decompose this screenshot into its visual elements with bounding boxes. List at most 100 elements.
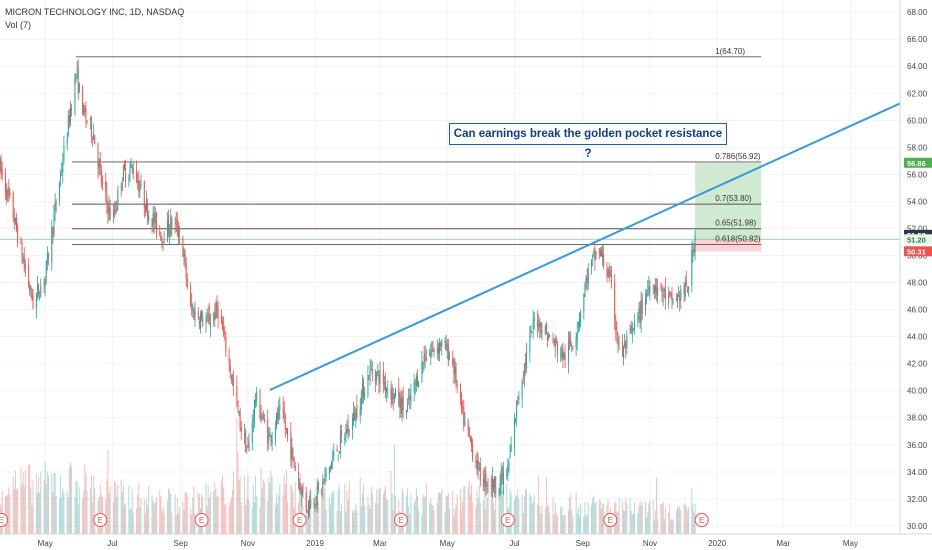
price-axis-tick: 68.00 — [907, 8, 928, 17]
candle-body — [169, 232, 170, 237]
candle-body — [164, 239, 165, 241]
candle-body — [133, 168, 134, 173]
volume-bar — [182, 501, 183, 534]
candle-body — [71, 107, 72, 111]
volume-bar — [684, 505, 685, 534]
volume-bar — [330, 505, 331, 534]
candle-body — [28, 266, 29, 286]
volume-bar — [156, 497, 157, 534]
candle-body — [548, 334, 549, 338]
annotation-callout[interactable]: Can earnings break the golden pocket res… — [449, 123, 727, 145]
volume-bar — [193, 485, 194, 534]
volume-bar — [418, 510, 419, 534]
volume-bar — [159, 490, 160, 534]
price-axis[interactable]: 30.00 32.00 34.00 36.00 38.00 40.00 42.00 44.00… — [900, 0, 928, 534]
candle-body — [223, 327, 224, 334]
candle-body — [221, 315, 222, 322]
candle-body — [448, 344, 449, 362]
candle-body — [431, 350, 432, 353]
volume-bar — [688, 507, 689, 534]
candle-body — [329, 467, 330, 475]
volume-bar — [175, 494, 176, 534]
volume-bar — [421, 515, 422, 534]
volume-bar — [534, 495, 535, 534]
volume-bar — [601, 509, 602, 534]
volume-bar — [486, 498, 487, 534]
candle-body — [14, 219, 15, 224]
candle-body — [245, 430, 246, 452]
symbol-title[interactable]: MICRON TECHNOLOGY INC, 1D, NASDAQ — [5, 6, 184, 19]
candle-body — [352, 418, 353, 430]
candle-body — [501, 471, 502, 486]
volume-bar — [286, 470, 287, 534]
volume-bar — [40, 472, 41, 534]
volume-bar — [462, 502, 463, 534]
candle-body — [253, 419, 254, 421]
candle-body — [77, 71, 78, 72]
candle-body — [59, 184, 60, 202]
volume-bar — [214, 482, 215, 534]
volume-bar — [13, 477, 14, 534]
volume-bar — [337, 511, 338, 534]
volume-bar — [414, 503, 415, 534]
candle-body — [406, 411, 407, 414]
volume-bar — [22, 484, 23, 534]
candle-body — [387, 390, 388, 391]
candle-body — [609, 269, 610, 277]
time-axis[interactable]: May Jul Sep Nov 2019 Mar May Jul Sep Nov 2020 Mar Ma… — [0, 534, 932, 548]
volume-bar — [60, 475, 61, 534]
candle-body — [318, 483, 319, 490]
volume-bar — [192, 497, 193, 534]
candle-body — [279, 404, 280, 409]
candle-body — [663, 295, 664, 296]
fib-level-label: 0.618(50.82) — [715, 234, 761, 243]
volume-bar — [61, 497, 62, 534]
volume-bar — [33, 480, 34, 534]
candle-body — [246, 448, 247, 449]
candle-body — [38, 283, 39, 294]
volume-bar — [600, 500, 601, 534]
volume-bar — [694, 513, 695, 534]
candle-body — [654, 286, 655, 294]
volume-bar — [116, 496, 117, 534]
candle-body — [290, 432, 291, 459]
volume-bar — [137, 494, 138, 534]
candle-body — [478, 460, 479, 470]
volume-bar — [561, 507, 562, 534]
volume-bar — [452, 491, 453, 534]
volume-bar — [383, 494, 384, 534]
volume-bar — [63, 493, 64, 534]
volume-bar — [347, 490, 348, 534]
volume-bar — [386, 499, 387, 534]
candle-body — [367, 375, 368, 395]
candle-body — [105, 182, 106, 192]
volume-bar — [554, 515, 555, 534]
candle-body — [285, 421, 286, 429]
volume-bar — [252, 507, 253, 534]
volume-bar — [673, 520, 674, 534]
volume-bar — [85, 473, 86, 534]
volume-bar — [285, 484, 286, 534]
candle-body — [128, 177, 129, 179]
volume-bar — [198, 493, 199, 534]
volume-bar — [322, 494, 323, 534]
candle-body — [153, 214, 154, 227]
volume-bar — [387, 500, 388, 534]
candle-body — [110, 208, 111, 219]
volume-bar — [284, 475, 285, 534]
candle-body — [187, 279, 188, 287]
candle-body — [688, 286, 689, 290]
candle-body — [231, 375, 232, 380]
candle-body — [84, 108, 85, 113]
volume-bar — [45, 462, 46, 534]
volume-bar — [407, 488, 408, 534]
volume-bar — [190, 509, 191, 534]
volume-indicator-label[interactable]: Vol (7) — [5, 19, 184, 32]
volume-bar — [171, 513, 172, 534]
volume-bar — [642, 502, 643, 534]
candle-body — [98, 145, 99, 169]
volume-bar — [341, 504, 342, 534]
volume-bar — [533, 501, 534, 534]
candle-body — [649, 287, 650, 291]
